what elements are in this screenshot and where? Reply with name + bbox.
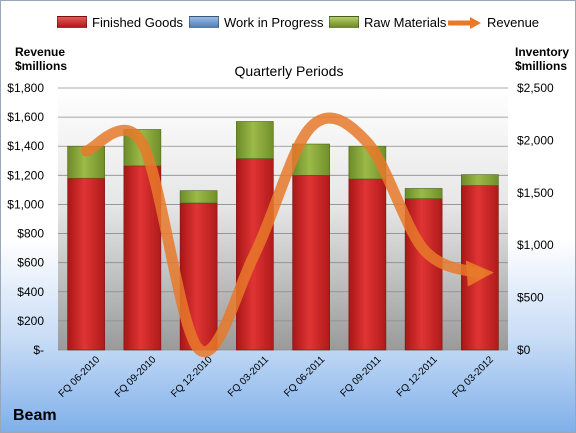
legend: Finished Goods Work in Progress Raw Mate… — [1, 15, 575, 35]
right-axis-title: Inventory $millions — [515, 45, 569, 73]
right-tick-label: $2,500 — [517, 81, 554, 95]
left-tick-label: $- — [33, 343, 44, 357]
right-tick-label: $500 — [517, 291, 544, 305]
bar-raw-materials — [461, 174, 499, 186]
bar-finished-goods — [67, 177, 105, 351]
left-tick-label: $1,400 — [7, 139, 44, 153]
x-tick-label: FQ 12-2011 — [395, 354, 440, 399]
x-tick-label: FQ 06-2010 — [57, 354, 103, 400]
x-tick-label: FQ 03-2011 — [226, 354, 271, 399]
x-tick-label: FQ 12-2010 — [169, 354, 215, 400]
legend-wip-swatch — [189, 16, 219, 28]
left-axis-title-line1: Revenue — [15, 45, 66, 59]
right-axis-title-line2: $millions — [515, 59, 568, 73]
left-tick-label: $1,200 — [7, 168, 44, 182]
revenue-line — [80, 112, 486, 358]
legend-finished-goods: Finished Goods — [57, 15, 183, 30]
right-axis-title-line1: Inventory — [515, 45, 570, 59]
bar-finished-goods — [348, 178, 387, 351]
bar-raw-materials — [236, 121, 274, 159]
x-tick-label: FQ 09-2010 — [113, 354, 159, 400]
legend-raw-swatch — [329, 16, 359, 28]
left-tick-label: $400 — [17, 285, 44, 299]
left-tick-label: $1,800 — [7, 81, 44, 95]
right-tick-label: $2,000 — [517, 133, 554, 147]
left-axis-title: Revenue $millions — [15, 45, 67, 73]
legend-wip-label: Work in Progress — [224, 15, 324, 30]
revenue-arrowhead-icon — [465, 260, 494, 287]
bar-raw-materials — [404, 188, 443, 199]
legend-work-in-progress: Work in Progress — [189, 15, 323, 30]
legend-revenue: Revenue — [448, 15, 539, 30]
x-tick-label: FQ 09-2011 — [339, 354, 384, 399]
legend-raw-label: Raw Materials — [364, 15, 447, 30]
right-tick-label: $1,500 — [517, 186, 554, 200]
right-tick-label: $0 — [517, 343, 531, 357]
legend-raw-materials: Raw Materials — [329, 15, 446, 30]
bar-raw-materials — [179, 190, 218, 204]
left-axis-title-line2: $millions — [15, 59, 68, 73]
legend-finished-label: Finished Goods — [92, 15, 184, 30]
legend-revenue-arrow-icon — [448, 17, 481, 29]
company-name: Beam — [13, 407, 57, 424]
legend-revenue-label: Revenue — [487, 15, 540, 30]
left-tick-label: $800 — [17, 227, 44, 241]
legend-finished-swatch — [57, 16, 87, 28]
x-tick-label: FQ 03-2012 — [450, 354, 496, 400]
left-tick-label: $1,600 — [7, 110, 44, 124]
left-tick-label: $600 — [17, 256, 44, 270]
chart-title: Quarterly Periods — [234, 63, 344, 79]
left-tick-label: $200 — [17, 314, 44, 328]
bar-finished-goods — [292, 175, 330, 351]
left-tick-label: $1,000 — [7, 197, 44, 211]
x-tick-label: FQ 06-2011 — [282, 354, 327, 399]
right-tick-label: $1,000 — [517, 238, 554, 252]
